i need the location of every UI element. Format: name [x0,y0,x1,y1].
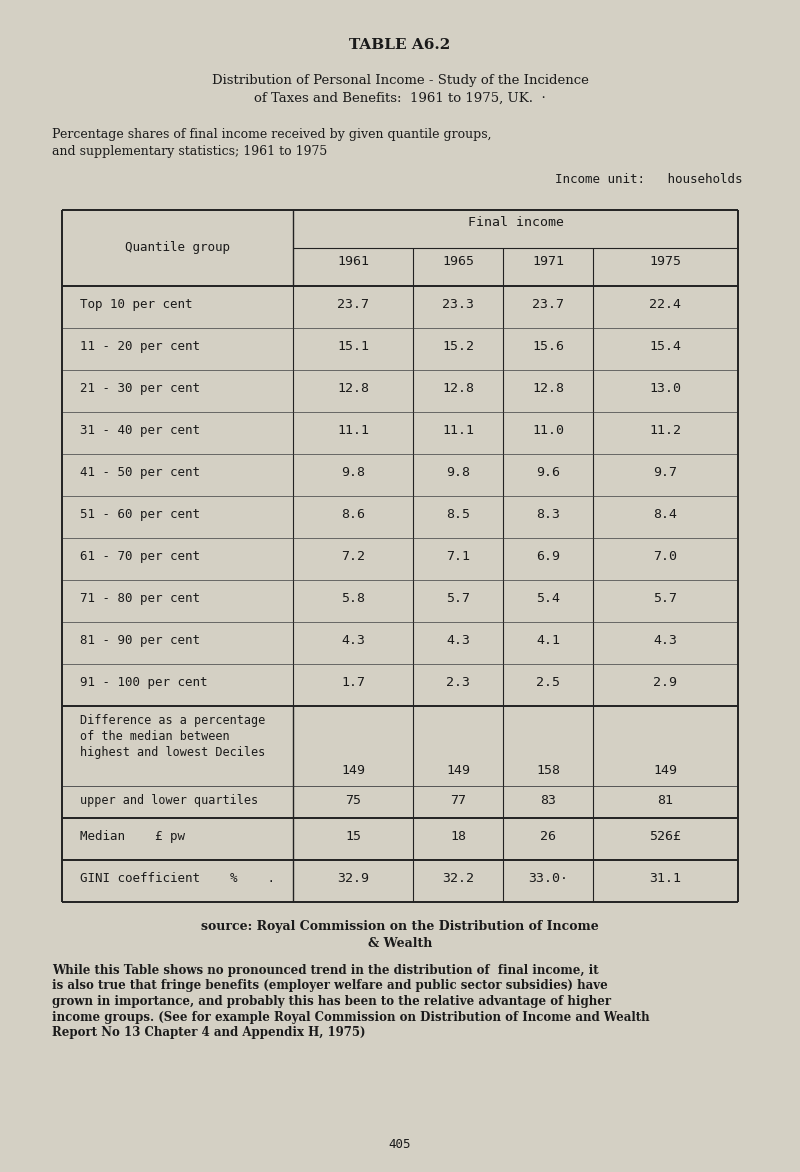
Text: 6.9: 6.9 [536,550,560,563]
Text: 4.3: 4.3 [341,634,365,647]
Text: 31.1: 31.1 [650,872,682,885]
Text: 31 - 40 per cent: 31 - 40 per cent [80,424,200,437]
Text: 12.8: 12.8 [442,382,474,395]
Text: 15: 15 [345,830,361,843]
Text: grown in importance, and probably this has been to the relative advantage of hig: grown in importance, and probably this h… [52,995,611,1008]
Text: 1961: 1961 [337,255,369,268]
Text: 8.3: 8.3 [536,507,560,522]
Text: Report No 13 Chapter 4 and Appendix H, 1975): Report No 13 Chapter 4 and Appendix H, 1… [52,1026,366,1040]
Text: 91 - 100 per cent: 91 - 100 per cent [80,676,207,689]
Text: of the median between: of the median between [80,730,230,743]
Text: 8.4: 8.4 [654,507,678,522]
Text: 12.8: 12.8 [337,382,369,395]
Text: 5.7: 5.7 [446,592,470,605]
Text: 23.7: 23.7 [532,298,564,311]
Text: 8.5: 8.5 [446,507,470,522]
Text: 5.4: 5.4 [536,592,560,605]
Text: 15.2: 15.2 [442,340,474,353]
Text: Median    £ pw: Median £ pw [80,830,185,843]
Text: While this Table shows no pronounced trend in the distribution of  final income,: While this Table shows no pronounced tre… [52,965,598,977]
Text: 23.3: 23.3 [442,298,474,311]
Text: 11.0: 11.0 [532,424,564,437]
Text: Difference as a percentage: Difference as a percentage [80,714,266,727]
Text: 32.9: 32.9 [337,872,369,885]
Text: 4.3: 4.3 [446,634,470,647]
Text: 2.5: 2.5 [536,676,560,689]
Text: 22.4: 22.4 [650,298,682,311]
Text: GINI coefficient    %    .: GINI coefficient % . [80,872,275,885]
Text: 77: 77 [450,793,466,808]
Text: 7.0: 7.0 [654,550,678,563]
Text: 15.1: 15.1 [337,340,369,353]
Text: 81 - 90 per cent: 81 - 90 per cent [80,634,200,647]
Text: 1975: 1975 [650,255,682,268]
Text: 1965: 1965 [442,255,474,268]
Text: 83: 83 [540,793,556,808]
Text: 11.1: 11.1 [442,424,474,437]
Text: 32.2: 32.2 [442,872,474,885]
Text: 61 - 70 per cent: 61 - 70 per cent [80,550,200,563]
Text: 149: 149 [341,764,365,777]
Text: & Wealth: & Wealth [368,936,432,950]
Text: 9.8: 9.8 [341,466,365,479]
Text: 2.3: 2.3 [446,676,470,689]
Text: 51 - 60 per cent: 51 - 60 per cent [80,507,200,522]
Text: 33.0·: 33.0· [528,872,568,885]
Text: 5.7: 5.7 [654,592,678,605]
Text: 41 - 50 per cent: 41 - 50 per cent [80,466,200,479]
Text: income groups. (See for example Royal Commission on Distribution of Income and W: income groups. (See for example Royal Co… [52,1010,650,1023]
Text: Quantile group: Quantile group [125,241,230,254]
Text: TABLE A6.2: TABLE A6.2 [350,38,450,52]
Text: 75: 75 [345,793,361,808]
Text: 13.0: 13.0 [650,382,682,395]
Text: Percentage shares of final income received by given quantile groups,: Percentage shares of final income receiv… [52,128,491,141]
Text: 23.7: 23.7 [337,298,369,311]
Text: 18: 18 [450,830,466,843]
Text: 81: 81 [658,793,674,808]
Text: 11.2: 11.2 [650,424,682,437]
Text: 11 - 20 per cent: 11 - 20 per cent [80,340,200,353]
Text: 21 - 30 per cent: 21 - 30 per cent [80,382,200,395]
Text: 9.7: 9.7 [654,466,678,479]
Text: 526£: 526£ [650,830,682,843]
Text: of Taxes and Benefits:  1961 to 1975, UK.  ·: of Taxes and Benefits: 1961 to 1975, UK.… [254,91,546,105]
Text: Income unit:   households: Income unit: households [555,173,742,186]
Text: 12.8: 12.8 [532,382,564,395]
Text: 1971: 1971 [532,255,564,268]
Text: 15.6: 15.6 [532,340,564,353]
Text: 149: 149 [654,764,678,777]
Text: 4.1: 4.1 [536,634,560,647]
Text: 1.7: 1.7 [341,676,365,689]
Text: 158: 158 [536,764,560,777]
Text: 7.2: 7.2 [341,550,365,563]
Text: Distribution of Personal Income - Study of the Incidence: Distribution of Personal Income - Study … [211,74,589,87]
Text: Final income: Final income [467,216,563,229]
Text: 8.6: 8.6 [341,507,365,522]
Text: upper and lower quartiles: upper and lower quartiles [80,793,258,808]
Text: 149: 149 [446,764,470,777]
Text: Top 10 per cent: Top 10 per cent [80,298,193,311]
Text: 71 - 80 per cent: 71 - 80 per cent [80,592,200,605]
Text: 4.3: 4.3 [654,634,678,647]
Text: 5.8: 5.8 [341,592,365,605]
Text: 2.9: 2.9 [654,676,678,689]
Text: and supplementary statistics; 1961 to 1975: and supplementary statistics; 1961 to 19… [52,145,327,158]
Text: is also true that fringe benefits (employer welfare and public sector subsidies): is also true that fringe benefits (emplo… [52,980,608,993]
Text: 9.6: 9.6 [536,466,560,479]
Text: highest and lowest Deciles: highest and lowest Deciles [80,747,266,759]
Text: source: Royal Commission on the Distribution of Income: source: Royal Commission on the Distribu… [201,920,599,933]
Text: 7.1: 7.1 [446,550,470,563]
Text: 9.8: 9.8 [446,466,470,479]
Text: 405: 405 [389,1138,411,1151]
Text: 15.4: 15.4 [650,340,682,353]
Text: 26: 26 [540,830,556,843]
Text: 11.1: 11.1 [337,424,369,437]
